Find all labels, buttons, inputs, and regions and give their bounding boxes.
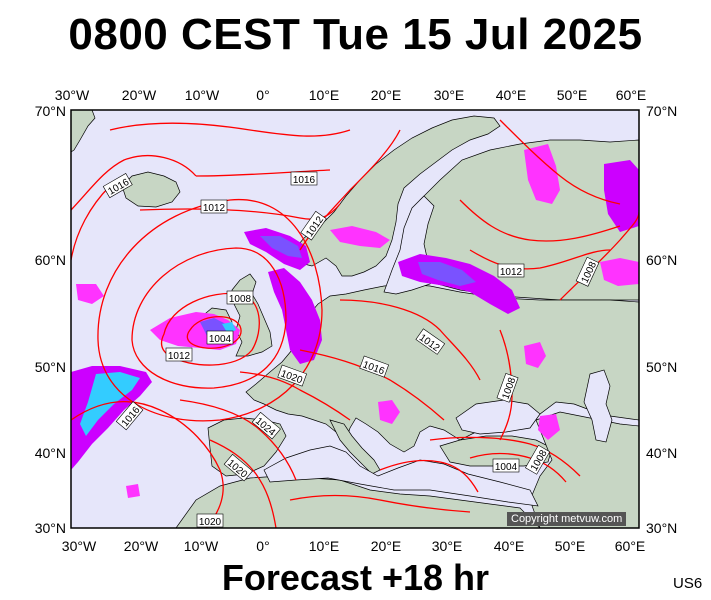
lat-label-right-30n: 30°N (646, 520, 678, 536)
lon-label-top-30w: 30°W (54, 87, 90, 103)
precip-norway (330, 226, 390, 248)
isobar-arctic-east (499, 119, 621, 205)
land-iceland (121, 171, 181, 208)
lon-label-top-60e: 60°E (615, 87, 647, 103)
precip-netherlands-front (268, 268, 322, 364)
precip-far-east (600, 258, 639, 286)
lon-label-bottom-20w: 20°W (123, 538, 159, 554)
precip-far-northeast (604, 160, 639, 232)
precip-north-sea-core (260, 236, 302, 258)
black-sea (455, 399, 541, 435)
lon-label-bottom-40e: 40°E (493, 538, 525, 554)
mediterranean-sea (263, 445, 539, 507)
precip-western-atlantic-north (76, 284, 104, 304)
isobar-1004-low (186, 315, 242, 349)
map-frame (70, 109, 640, 529)
lon-label-bottom-20e: 20°E (370, 538, 402, 554)
copyright-notice: Copyright metvuw.com (507, 512, 627, 526)
precip-baltic-front-core (418, 262, 476, 286)
isobar-1016-north (195, 169, 331, 177)
lat-label-right-40n: 40°N (646, 445, 678, 461)
precip-caucasus (538, 414, 560, 440)
isobar-greece (379, 459, 479, 493)
isobar-label: 1020 (199, 517, 222, 528)
isobar-1012-east (469, 249, 611, 270)
lon-label-top-20e: 20°E (370, 87, 402, 103)
precip-ukraine (524, 342, 546, 368)
isobar-1016-iceland (71, 154, 197, 211)
lon-label-bottom-10e: 10°E (308, 538, 340, 554)
isobar-1020-france (239, 371, 351, 421)
isobar-1016-low (97, 198, 323, 422)
isobar-1020-iberia (209, 439, 277, 528)
caspian-sea (583, 369, 613, 443)
lon-label-top-10e: 10°E (308, 87, 340, 103)
isobar-1008-turkey (429, 436, 581, 477)
forecast-label: Forecast +18 hr (221, 557, 490, 598)
precipitation (71, 144, 639, 498)
isobar-label: 1004 (209, 334, 232, 345)
lat-label-left-50n: 50°N (34, 359, 66, 375)
lon-label-top-10w: 10°W (184, 87, 220, 103)
lon-label-top-0: 0° (256, 87, 270, 103)
isobar-1024-biscay (179, 399, 297, 481)
lon-label-bottom-30e: 30°E (431, 538, 463, 554)
isobar-1020-southwest (71, 401, 224, 528)
land-middle-east (529, 411, 639, 528)
lat-label-left-60n: 60°N (34, 252, 66, 268)
precip-southwest-band-core (80, 372, 140, 436)
lon-label-top-20w: 20°W (121, 87, 157, 103)
lon-label-bottom-30w: 30°W (61, 538, 97, 554)
precip-northeast-russia (524, 144, 560, 204)
lat-label-right-70n: 70°N (646, 103, 678, 119)
land (71, 110, 639, 528)
lon-label-bottom-0: 0° (256, 538, 270, 554)
model-code: US6 (673, 575, 703, 592)
isobar-label: 1012 (500, 267, 523, 278)
lat-label-left-30n: 30°N (34, 520, 66, 536)
lat-label-left-40n: 40°N (34, 445, 66, 461)
map-title: 0800 CEST Tue 15 Jul 2025 (68, 10, 643, 59)
isobar-1008-ukraine (499, 329, 513, 441)
isobar-label: 1012 (203, 203, 226, 214)
precip-azores (126, 484, 140, 498)
isobar-1012-low (131, 247, 287, 389)
lon-label-top-40e: 40°E (495, 87, 527, 103)
isobar-1004-turkey (469, 452, 567, 483)
isobar-1012-baltic (339, 299, 481, 381)
lon-label-bottom-50e: 50°E (554, 538, 586, 554)
isobar-russia-mid (459, 199, 621, 242)
lat-label-right-60n: 60°N (646, 252, 678, 268)
isobar-label: 1008 (229, 294, 252, 305)
isobar-label: 1012 (168, 351, 191, 362)
isobar-label: 1004 (495, 462, 518, 473)
isobar-north-atlantic (109, 122, 351, 137)
lat-label-left-70n: 70°N (34, 103, 66, 119)
isobar-label: 1016 (293, 175, 316, 186)
isobar-north-africa (289, 494, 471, 513)
isobar-1008-east (559, 211, 639, 301)
isobar-outer-west (71, 185, 111, 261)
lon-label-top-50e: 50°E (556, 87, 588, 103)
isobar-1016-central (299, 349, 445, 421)
lat-label-right-50n: 50°N (646, 359, 678, 375)
lon-label-bottom-10w: 10°W (183, 538, 219, 554)
lon-label-top-30e: 30°E (433, 87, 465, 103)
land-north-africa (175, 475, 541, 528)
lon-label-bottom-60e: 60°E (614, 538, 646, 554)
precip-balkans (378, 400, 400, 424)
